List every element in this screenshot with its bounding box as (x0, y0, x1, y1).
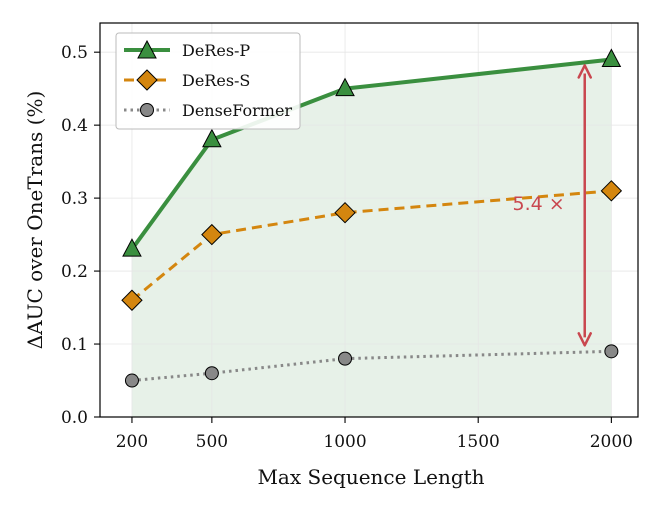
legend-label-deres-s: DeRes-S (182, 71, 250, 90)
y-tick-label: 0.0 (61, 408, 88, 428)
legend-box (115, 32, 301, 130)
plot-frame (99, 22, 639, 418)
y-axis-label: ΔAUC over OneTrans (%) (23, 91, 47, 350)
series-line-deres-s (131, 189, 612, 302)
data-point-deres-p (601, 48, 622, 67)
data-point-deres-s (121, 289, 143, 311)
y-tick-label: 0.5 (61, 43, 88, 63)
x-axis-label: Max Sequence Length (257, 465, 484, 489)
data-point-deres-s (201, 223, 223, 246)
y-tick-label: 0.4 (61, 116, 88, 136)
x-tick-label: 2000 (590, 432, 633, 452)
data-point-deres-p (202, 128, 222, 148)
series-fill-area (131, 59, 612, 418)
y-tick-label: 0.2 (61, 262, 88, 282)
legend-marker-deres-p (137, 39, 157, 59)
data-point-denseformer (338, 351, 353, 366)
annotation-arrow-head-up (577, 64, 592, 79)
x-tick-label: 200 (116, 432, 148, 452)
x-tick-label: 500 (196, 432, 228, 452)
legend-label-deres-p: DeRes-P (182, 41, 250, 60)
data-point-denseformer (604, 344, 619, 359)
legend-marker-deres-s (136, 69, 158, 91)
data-point-denseformer (124, 373, 139, 388)
data-point-deres-p (335, 77, 355, 97)
data-point-deres-s (334, 201, 356, 224)
data-point-denseformer (204, 366, 219, 381)
annotation-arrow-head-down (577, 332, 592, 347)
legend-marker-denseformer (140, 103, 154, 117)
data-point-deres-s (600, 180, 623, 202)
x-tick-label: 1000 (323, 432, 366, 452)
series-line-denseformer (131, 349, 612, 383)
legend-label-denseformer: DenseFormer (182, 101, 292, 120)
data-point-deres-p (122, 238, 142, 257)
x-tick-label: 1500 (457, 432, 500, 452)
y-tick-label: 0.3 (61, 189, 88, 209)
y-tick-label: 0.1 (61, 335, 88, 355)
annotation-ratio-label: 5.4 × (513, 193, 565, 215)
